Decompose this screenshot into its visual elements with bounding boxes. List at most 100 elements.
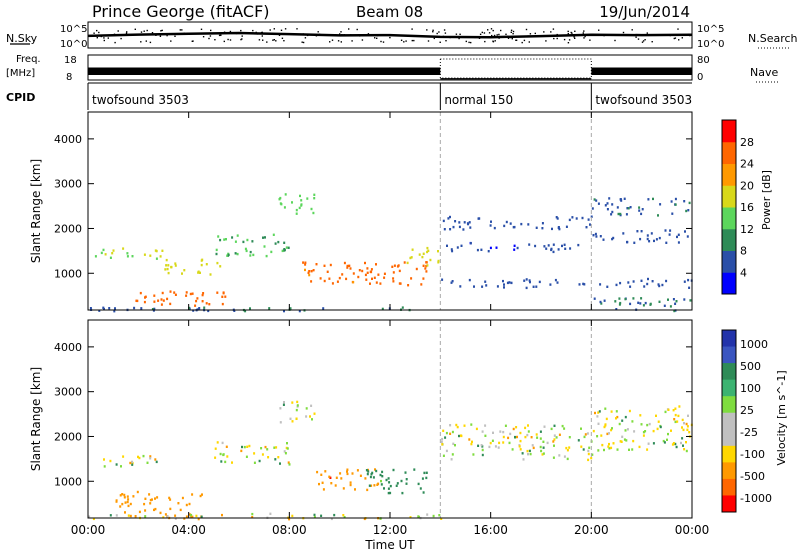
range-gate-cell <box>612 442 615 445</box>
range-gate-cell <box>346 264 349 268</box>
noise-point <box>96 37 98 39</box>
range-gate-cell <box>251 240 254 243</box>
colorbar-tick-label: 500 <box>740 360 761 373</box>
range-gate-cell <box>550 427 553 431</box>
range-gate-cell <box>366 267 369 270</box>
range-gate-cell <box>183 269 186 272</box>
range-gate-cell <box>392 277 395 280</box>
range-gate-cell <box>607 445 610 448</box>
range-gate-cell <box>502 430 505 434</box>
noise-point <box>202 36 205 38</box>
range-gate-cell <box>583 435 586 439</box>
range-gate-cell <box>617 212 620 216</box>
range-gate-cell <box>593 297 596 300</box>
range-gate-cell <box>481 448 484 452</box>
range-gate-cell <box>339 472 342 475</box>
range-gate-cell <box>539 437 542 440</box>
range-gate-cell <box>143 253 146 256</box>
range-gate-cell <box>195 299 198 303</box>
range-gate-cell <box>505 220 508 224</box>
range-gate-cell <box>632 280 635 283</box>
range-gate-cell <box>632 297 635 300</box>
noise-point <box>269 29 271 31</box>
range-gate-cell <box>214 447 217 450</box>
range-gate-cell <box>89 307 92 310</box>
range-gate-cell <box>587 218 590 221</box>
range-gate-cell <box>616 206 619 209</box>
range-gate-cell <box>331 282 334 285</box>
range-gate-cell <box>129 502 132 506</box>
range-gate-cell <box>426 250 429 254</box>
range-gate-cell <box>619 281 622 285</box>
range-gate-cell <box>281 249 284 253</box>
range-gate-cell <box>447 217 450 220</box>
colorbar-swatch <box>722 207 736 230</box>
noise-point <box>322 34 325 36</box>
range-gate-cell <box>481 430 484 433</box>
range-gate-cell <box>219 265 222 268</box>
range-gate-cell <box>272 233 275 236</box>
range-gate-cell <box>392 468 395 472</box>
range-gate-cell <box>619 212 622 216</box>
range-gate-cell <box>604 204 607 207</box>
range-gate-cell <box>476 248 479 252</box>
colorbar-swatch <box>722 141 736 164</box>
noise-point <box>218 34 221 37</box>
range-gate-cell <box>605 417 608 421</box>
range-gate-cell <box>629 302 632 306</box>
range-gate-cell <box>164 513 167 516</box>
range-gate-cell <box>622 232 625 235</box>
range-gate-cell <box>509 222 512 225</box>
range-gate-cell <box>312 211 315 215</box>
range-gate-cell <box>687 278 690 282</box>
range-gate-cell <box>153 307 156 311</box>
range-gate-cell <box>288 463 291 466</box>
range-gate-cell <box>581 216 584 220</box>
noise-point <box>280 29 283 31</box>
noise-point <box>681 37 683 39</box>
range-gate-cell <box>249 250 252 254</box>
colorbar-swatch <box>722 412 736 430</box>
range-gate-cell <box>502 441 505 444</box>
range-gate-cell <box>603 425 606 429</box>
range-gate-cell <box>156 496 159 499</box>
noise-point <box>622 31 625 34</box>
noise-point <box>335 34 337 36</box>
range-gate-cell <box>377 482 380 485</box>
cpid-label: CPID <box>6 91 35 104</box>
noise-point <box>166 34 168 37</box>
range-gate-cell <box>511 448 514 451</box>
nave-tick-high: 80 <box>697 55 710 66</box>
noise-point <box>389 36 391 39</box>
noise-point <box>359 35 361 37</box>
range-gate-cell <box>518 445 521 448</box>
range-gate-cell <box>514 435 516 439</box>
range-gate-cell <box>342 487 345 490</box>
range-gate-cell <box>329 476 332 479</box>
range-gate-cell <box>357 275 360 279</box>
range-gate-cell <box>623 197 626 200</box>
range-gate-cell <box>529 452 532 456</box>
noise-point <box>498 37 500 39</box>
range-gate-cell <box>373 484 376 487</box>
range-gate-cell <box>174 262 177 265</box>
noise-point <box>677 28 679 30</box>
range-gate-cell <box>452 225 455 229</box>
range-gate-cell <box>197 517 200 521</box>
range-gate-cell <box>633 241 636 244</box>
range-gate-cell <box>225 445 228 448</box>
range-gate-cell <box>346 470 348 473</box>
colorbar-swatch <box>722 396 736 414</box>
range-gate-cell <box>389 484 392 488</box>
range-gate-cell <box>597 202 600 205</box>
range-gate-cell <box>646 237 649 241</box>
range-gate-cell <box>506 281 509 285</box>
y-tick-label: 2000 <box>54 222 82 235</box>
colorbar-tick-label: -1000 <box>740 492 772 505</box>
range-gate-cell <box>215 252 218 256</box>
noise-point <box>436 32 438 35</box>
range-gate-cell <box>618 422 621 426</box>
range-gate-cell <box>268 307 271 310</box>
range-gate-cell <box>269 512 272 515</box>
range-gate-cell <box>324 470 327 473</box>
